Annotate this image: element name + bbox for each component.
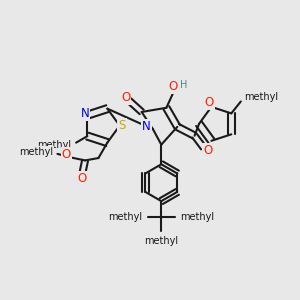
Text: O: O [62,148,71,161]
Text: methyl: methyl [180,212,214,222]
Text: S: S [118,119,126,132]
Text: methyl: methyl [108,212,142,222]
Text: methyl: methyl [37,140,71,150]
Text: N: N [142,120,151,133]
Text: methyl: methyl [244,92,278,102]
Text: O: O [121,91,130,103]
Text: N: N [81,107,89,120]
Text: O: O [204,96,214,109]
Text: O: O [168,80,178,94]
Text: methyl: methyl [144,236,178,247]
Text: O: O [77,172,86,185]
Text: H: H [181,80,188,90]
Text: O: O [203,144,212,157]
Text: methyl: methyl [19,146,53,157]
